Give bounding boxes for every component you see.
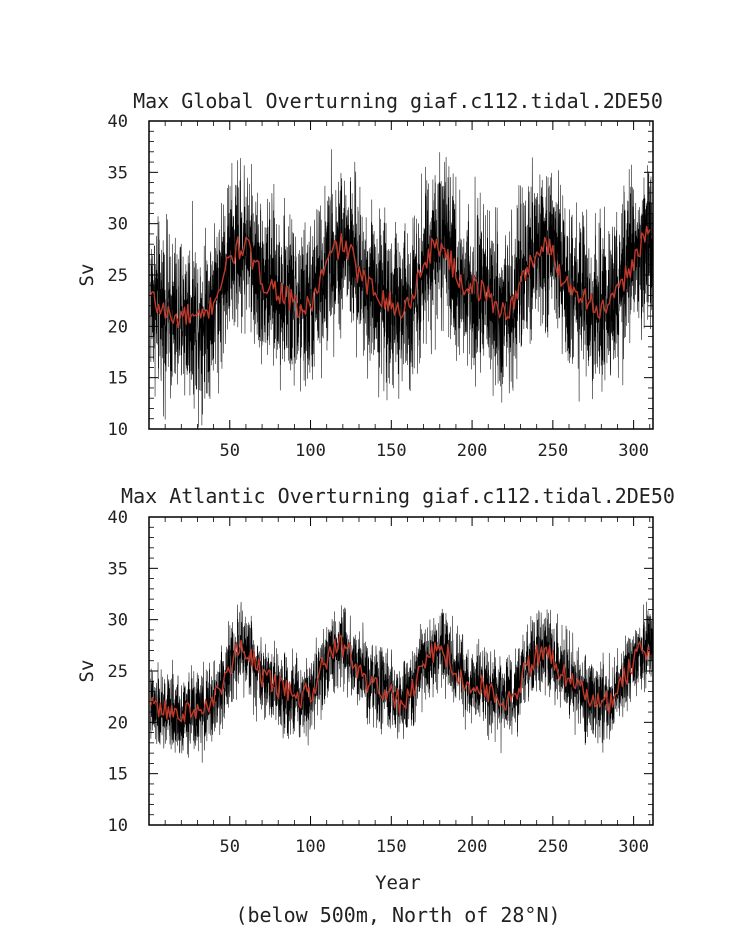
global-overturning-panel: Max Global Overturning giaf.c112.tidal.2… xyxy=(76,89,663,461)
atlantic-tick-labels: 50 100 150 200 250 300 10 15 20 25 30 35 40 xyxy=(108,508,649,857)
monthly-line xyxy=(150,149,654,428)
atlantic-axis-ticks xyxy=(149,516,653,826)
global-chart-title: Max Global Overturning giaf.c112.tidal.2… xyxy=(133,89,663,113)
x-tick-label: 150 xyxy=(376,837,407,857)
footer-note: (below 500m, North of 28°N) xyxy=(235,903,560,927)
global-tick-labels: 50 100 150 200 250 300 10 15 20 25 30 35 40 xyxy=(108,112,649,461)
x-axis-label: Year xyxy=(375,872,421,894)
atlantic-annual-mean-series xyxy=(149,634,651,723)
y-tick-label: 25 xyxy=(108,266,128,286)
y-tick-label: 10 xyxy=(108,420,128,440)
atlantic-overturning-panel: Max Atlantic Overturning giaf.c112.tidal… xyxy=(76,484,675,894)
y-tick-label: 40 xyxy=(108,112,128,132)
global-monthly-series xyxy=(150,149,654,428)
global-axis-ticks xyxy=(149,120,653,430)
annual-mean-line xyxy=(150,225,651,329)
x-tick-label: 100 xyxy=(295,441,326,461)
x-tick-label: 250 xyxy=(537,837,568,857)
x-tick-label: 200 xyxy=(457,441,488,461)
x-tick-label: 50 xyxy=(220,441,240,461)
y-tick-label: 20 xyxy=(108,713,128,733)
x-tick-label: 300 xyxy=(618,837,649,857)
y-tick-label: 30 xyxy=(108,611,128,631)
x-tick-label: 250 xyxy=(537,441,568,461)
x-tick-label: 50 xyxy=(220,837,240,857)
y-tick-label: 30 xyxy=(108,215,128,235)
y-tick-label: 25 xyxy=(108,662,128,682)
x-tick-label: 150 xyxy=(376,441,407,461)
atlantic-y-axis-label: Sv xyxy=(76,660,98,683)
y-tick-label: 20 xyxy=(108,317,128,337)
global-annual-mean-series xyxy=(150,225,651,329)
y-tick-label: 35 xyxy=(108,163,128,183)
x-tick-label: 300 xyxy=(618,441,649,461)
atlantic-chart-title: Max Atlantic Overturning giaf.c112.tidal… xyxy=(121,484,675,508)
y-tick-label: 15 xyxy=(108,765,128,785)
y-tick-label: 35 xyxy=(108,559,128,579)
atlantic-monthly-series xyxy=(150,601,654,763)
annual-mean-line xyxy=(149,634,651,723)
y-tick-label: 15 xyxy=(108,369,128,389)
y-tick-label: 10 xyxy=(108,816,128,836)
global-y-axis-label: Sv xyxy=(76,264,98,287)
x-tick-label: 100 xyxy=(295,837,326,857)
y-tick-label: 40 xyxy=(108,508,128,528)
monthly-line xyxy=(150,601,654,763)
x-tick-label: 200 xyxy=(457,837,488,857)
